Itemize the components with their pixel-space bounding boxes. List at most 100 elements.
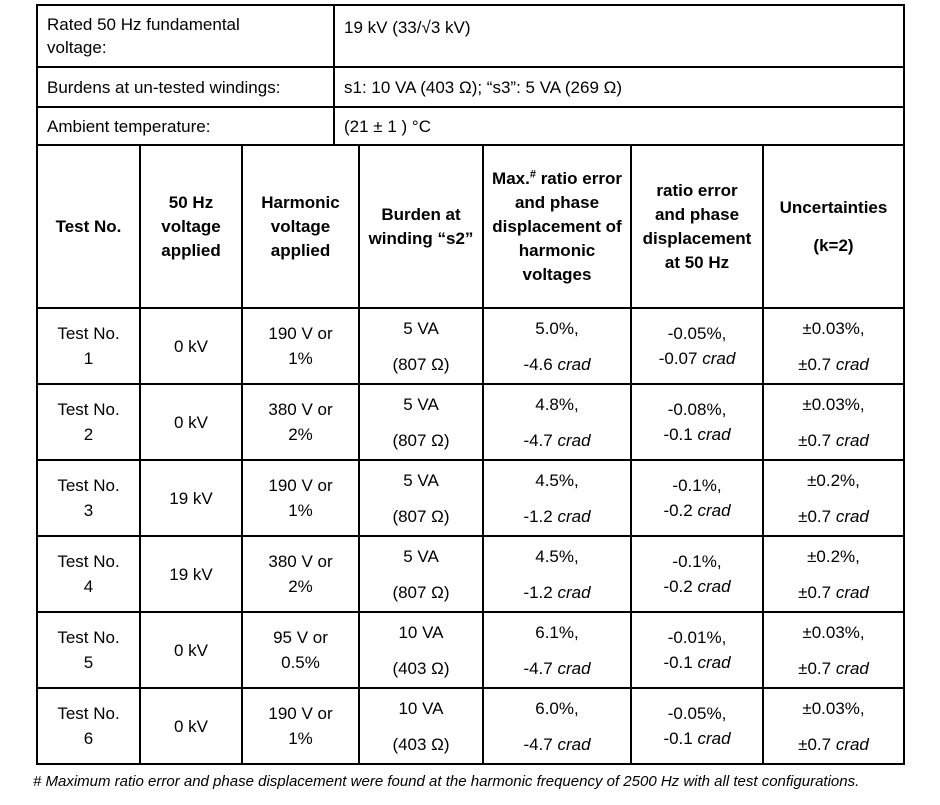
max-error-phase: -4.6 crad [488, 353, 626, 376]
max-error-percent: 6.0%, [535, 698, 579, 718]
harmonic-line1: 380 V or [268, 400, 333, 419]
harmonic-line1: 190 V or [268, 476, 333, 495]
table-row: Test No. 6 0 kV 190 V or 1% 10 VA (403 Ω… [36, 687, 905, 765]
crad-unit: crad [835, 506, 869, 526]
test-number: 1 [83, 349, 94, 368]
cell-harmonic-voltage: 190 V or 1% [241, 459, 360, 537]
header-max-ratio-error: Max.# ratio error and phase displacement… [482, 144, 632, 309]
info-row: Ambient temperature: (21 ± 1 ) °C [36, 106, 905, 146]
crad-unit: crad [557, 430, 591, 450]
crad-unit: crad [697, 501, 731, 520]
harmonic-line1: 190 V or [268, 704, 333, 723]
info-label: Burdens at un-tested windings: [47, 77, 281, 97]
phase-value: ±0.7 [798, 506, 832, 526]
ratio-error-phase: -0.1 crad [636, 651, 758, 674]
harmonic-line2: 0.5% [281, 653, 320, 672]
cell-ratio-error-50hz: -0.01%, -0.1 crad [630, 611, 764, 689]
footnote-marker: # [529, 167, 536, 180]
cell-harmonic-voltage: 380 V or 2% [241, 535, 360, 613]
burden-line2: (403 Ω) [392, 658, 450, 678]
cell-test-no: Test No. 3 [36, 459, 141, 537]
crad-unit: crad [697, 577, 731, 596]
uncertainty-percent: ±0.03%, [802, 698, 865, 718]
cell-burden: 5 VA (807 Ω) [358, 459, 484, 537]
max-label: Max. [492, 168, 530, 188]
uncertainty-phase: ±0.7 crad [768, 581, 899, 604]
info-value-cell: s1: 10 VA (403 Ω); “s3”: 5 VA (269 Ω) [333, 66, 905, 108]
test-label: Test No. [57, 552, 120, 571]
cell-test-no: Test No. 5 [36, 611, 141, 689]
crad-unit: crad [557, 506, 591, 526]
cell-max-ratio-error: 4.5%, -1.2 crad [482, 535, 632, 613]
cell-test-no: Test No. 6 [36, 687, 141, 765]
cell-uncertainties: ±0.03%, ±0.7 crad [762, 383, 905, 461]
max-label-rest: ratio error and phase displacement of ha… [492, 168, 622, 284]
info-label-cell: Ambient temperature: [36, 106, 335, 146]
cell-ratio-error-50hz: -0.05%, -0.1 crad [630, 687, 764, 765]
crad-unit: crad [697, 425, 731, 444]
burden-line2: (807 Ω) [392, 430, 450, 450]
cell-max-ratio-error: 6.1%, -4.7 crad [482, 611, 632, 689]
info-value: s1: 10 VA (403 Ω); “s3”: 5 VA (269 Ω) [344, 77, 623, 97]
cell-uncertainties: ±0.03%, ±0.7 crad [762, 307, 905, 385]
max-error-percent: 6.1%, [535, 622, 579, 642]
test-label: Test No. [57, 324, 120, 343]
burden-line1: 5 VA [403, 546, 439, 566]
cell-burden: 10 VA (403 Ω) [358, 687, 484, 765]
crad-unit: crad [835, 582, 869, 602]
phase-value: -1.2 [523, 506, 553, 526]
cell-50hz-voltage: 0 kV [139, 383, 243, 461]
cell-50hz-voltage: 19 kV [139, 459, 243, 537]
info-value-cell: 19 kV (33/√3 kV) [333, 4, 905, 68]
info-value: 19 kV (33/√3 kV) [344, 18, 471, 37]
phase-value: -0.1 [663, 653, 693, 672]
phase-value: ±0.7 [798, 734, 832, 754]
ratio-error-phase: -0.1 crad [636, 423, 758, 446]
max-error-percent: 4.5%, [535, 470, 579, 490]
uncertainty-phase: ±0.7 crad [768, 733, 899, 756]
burden-line1: 10 VA [398, 622, 444, 642]
header-row: Test No. 50 Hz voltage applied Harmonic … [36, 144, 905, 309]
footnote: # Maximum ratio error and phase displace… [33, 773, 860, 790]
info-label: Ambient temperature: [47, 116, 211, 136]
header-ratio-error-50hz: ratio error and phase displacement at 50… [630, 144, 764, 309]
phase-value: -0.07 [658, 349, 698, 368]
crad-unit: crad [557, 354, 591, 374]
phase-value: -0.1 [663, 729, 693, 748]
burden-line2: (807 Ω) [392, 582, 450, 602]
uncertainty-phase: ±0.7 crad [768, 657, 899, 680]
max-error-percent: 5.0%, [535, 318, 579, 338]
ratio-error-percent: -0.1%, [672, 552, 722, 571]
burden-line2: (807 Ω) [392, 506, 450, 526]
harmonic-line1: 190 V or [268, 324, 333, 343]
cell-harmonic-voltage: 380 V or 2% [241, 383, 360, 461]
crad-unit: crad [835, 658, 869, 678]
cell-50hz-voltage: 19 kV [139, 535, 243, 613]
cell-harmonic-voltage: 190 V or 1% [241, 687, 360, 765]
phase-value: ±0.7 [798, 354, 832, 374]
cell-burden: 5 VA (807 Ω) [358, 307, 484, 385]
test-label: Test No. [57, 400, 120, 419]
crad-unit: crad [702, 349, 736, 368]
info-row: Rated 50 Hz fundamental voltage: 19 kV (… [36, 4, 905, 68]
max-error-phase: -1.2 crad [488, 581, 626, 604]
cell-uncertainties: ±0.2%, ±0.7 crad [762, 535, 905, 613]
crad-unit: crad [557, 658, 591, 678]
test-number: 6 [83, 729, 94, 748]
crad-unit: crad [835, 734, 869, 754]
cell-burden: 5 VA (807 Ω) [358, 535, 484, 613]
ratio-error-percent: -0.1%, [672, 476, 722, 495]
phase-value: ±0.7 [798, 430, 832, 450]
cell-test-no: Test No. 2 [36, 383, 141, 461]
cell-uncertainties: ±0.2%, ±0.7 crad [762, 459, 905, 537]
max-error-percent: 4.5%, [535, 546, 579, 566]
results-table: Test No. 50 Hz voltage applied Harmonic … [36, 144, 905, 765]
crad-unit: crad [835, 430, 869, 450]
cell-50hz-voltage: 0 kV [139, 687, 243, 765]
header-test-no: Test No. [36, 144, 141, 309]
crad-unit: crad [557, 582, 591, 602]
cell-ratio-error-50hz: -0.08%, -0.1 crad [630, 383, 764, 461]
header-50hz-voltage: 50 Hz voltage applied [139, 144, 243, 309]
cell-max-ratio-error: 6.0%, -4.7 crad [482, 687, 632, 765]
